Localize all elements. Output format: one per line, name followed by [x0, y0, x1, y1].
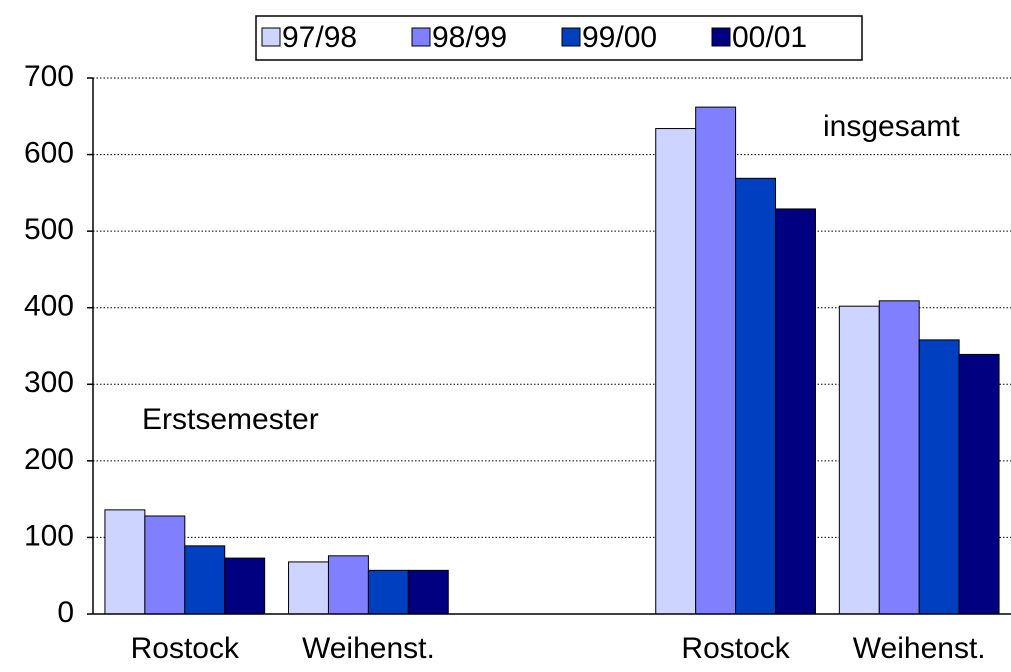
bar [878, 300, 920, 615]
y-tick-label: 500 [24, 213, 74, 246]
y-tick-label: 600 [24, 136, 74, 169]
bar [918, 339, 960, 615]
legend-label: 97/98 [282, 21, 357, 54]
bar [958, 353, 1000, 615]
legend-swatch [561, 27, 581, 47]
y-tick-label: 0 [57, 596, 74, 629]
x-tick-label: Weihenst. [853, 632, 986, 665]
bar [775, 208, 816, 615]
annotation: Erstsemester [142, 403, 319, 436]
x-tick-label: Weihenst. [302, 632, 435, 665]
legend-swatch [711, 27, 731, 47]
bar [838, 305, 880, 615]
bar [104, 509, 146, 615]
bar [144, 515, 186, 615]
legend-box [255, 15, 863, 61]
bar [695, 106, 737, 615]
legend-swatch [261, 27, 281, 47]
bar [367, 569, 409, 615]
x-tick-label: Rostock [131, 632, 240, 665]
y-tick-label: 200 [24, 443, 74, 476]
bar [288, 561, 329, 615]
legend-swatch [411, 27, 431, 47]
y-tick-label: 300 [24, 366, 74, 399]
legend-label: 98/99 [432, 21, 507, 54]
bar [224, 557, 266, 615]
bar [327, 555, 369, 615]
legend-label: 00/01 [732, 21, 807, 54]
y-tick-label: 700 [24, 60, 74, 93]
legend-label: 99/00 [582, 21, 657, 54]
x-tick-label: Rostock [681, 632, 790, 665]
bar [655, 128, 697, 615]
bar [184, 545, 226, 615]
annotation: insgesamt [823, 110, 960, 143]
bar [735, 177, 777, 615]
y-tick-label: 100 [24, 519, 74, 552]
y-tick-label: 400 [24, 290, 74, 323]
bar [407, 569, 449, 615]
